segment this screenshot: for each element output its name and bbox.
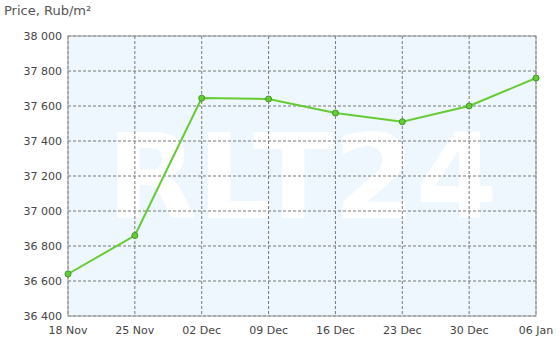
y-tick-label: 38 000 — [24, 30, 63, 43]
chart: RLT24 36 400 36 600 36 800 37 000 37 200 37 40… — [0, 0, 560, 346]
y-tick-label: 37 200 — [24, 170, 63, 183]
series — [65, 75, 539, 277]
x-tick-label: 25 Nov — [115, 324, 154, 337]
grid-line — [68, 176, 536, 177]
watermark: RLT24 — [106, 108, 497, 246]
x-tick-label: 06 Jan — [519, 324, 553, 337]
marker — [132, 233, 138, 239]
x-tick-label: 02 Dec — [182, 324, 221, 337]
x-tick-label: 09 Dec — [249, 324, 288, 337]
y-tick-label: 37 800 — [24, 65, 63, 78]
x-tick-label: 18 Nov — [49, 324, 88, 337]
grid-line — [469, 36, 470, 316]
marker — [199, 95, 205, 101]
marker — [332, 110, 338, 116]
title: Price, Rub/m² — [4, 3, 91, 18]
x-tick-label: 23 Dec — [383, 324, 422, 337]
x-tick-label: 16 Dec — [316, 324, 355, 337]
grid-line — [68, 71, 536, 72]
y-tick-label: 36 400 — [24, 310, 63, 323]
plot-area — [68, 36, 536, 316]
grid-line — [134, 36, 135, 316]
y-tick-label: 37 600 — [24, 100, 63, 113]
marker — [533, 75, 539, 81]
grid-line — [402, 36, 403, 316]
y-tick-label: 36 600 — [24, 275, 63, 288]
y-tick-label: 37 400 — [24, 135, 63, 148]
y-tick-label: 37 000 — [24, 205, 63, 218]
grid-line — [68, 281, 536, 282]
marker — [466, 103, 472, 109]
marker — [399, 119, 405, 125]
plot-frame — [68, 36, 536, 316]
line — [68, 78, 536, 274]
grid-line — [68, 141, 536, 142]
grid-line — [268, 36, 269, 316]
x-tick-label: 30 Dec — [450, 324, 489, 337]
grid-line — [68, 246, 536, 247]
y-tick-label: 36 800 — [24, 240, 63, 253]
grid-line — [201, 36, 202, 316]
grid-line — [68, 211, 536, 212]
grid-line — [335, 36, 336, 316]
marker — [266, 96, 272, 102]
marker — [65, 271, 71, 277]
